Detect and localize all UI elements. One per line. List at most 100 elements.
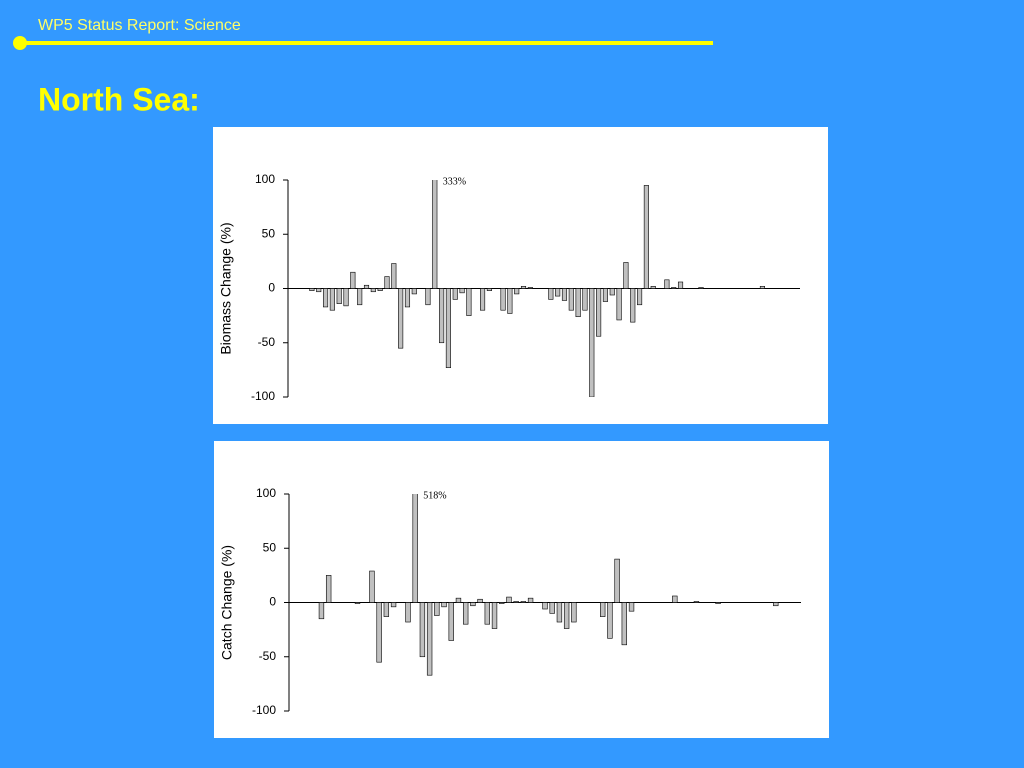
y-tick-label: 50 [263, 540, 277, 554]
bar [462, 602, 469, 625]
bar [609, 288, 615, 296]
bar [556, 602, 563, 623]
bar [350, 271, 356, 289]
slide-title: WP5 Status Report: Science [38, 17, 241, 34]
bar [491, 602, 498, 629]
bar [561, 288, 568, 301]
bar [499, 602, 505, 604]
bar [773, 602, 779, 607]
bar [698, 287, 704, 289]
bar [412, 494, 418, 603]
bar [369, 570, 375, 603]
chart-panel [214, 441, 829, 738]
bar [370, 288, 376, 293]
y-tick-label: 100 [255, 172, 275, 186]
bar [452, 288, 458, 300]
bar [434, 602, 440, 616]
bar [391, 263, 397, 289]
bar [466, 288, 472, 316]
y-tick-label: 0 [269, 595, 276, 609]
bar [513, 601, 519, 603]
bar [506, 596, 512, 603]
bar [623, 262, 629, 289]
bar [322, 288, 329, 308]
y-axis-label: Catch Change (%) [219, 545, 235, 660]
bars [318, 494, 779, 676]
bar [664, 279, 670, 289]
bar [549, 602, 555, 614]
heading: North Sea: [38, 81, 200, 117]
bar [671, 287, 677, 289]
bar [542, 602, 548, 610]
bar [405, 602, 411, 623]
bar [486, 288, 492, 291]
y-tick-label: -100 [252, 703, 276, 717]
y-tick-label: 100 [256, 486, 276, 500]
bar [470, 602, 476, 607]
bars [309, 180, 766, 397]
bar [477, 598, 483, 603]
bar [354, 602, 361, 604]
bar [548, 288, 554, 300]
bar [637, 288, 643, 306]
y-tick-label: 50 [262, 226, 276, 240]
y-axis-label: Biomass Change (%) [218, 222, 234, 354]
bar [582, 288, 588, 311]
bar [677, 281, 684, 289]
y-tick-label: -100 [251, 389, 275, 403]
rule-dot [13, 36, 27, 50]
bar [419, 602, 426, 658]
bar [445, 288, 451, 369]
bar [325, 575, 332, 603]
bar [459, 288, 465, 294]
bar [514, 288, 520, 295]
chart-panel [213, 127, 828, 424]
bar [520, 286, 527, 289]
bar [643, 185, 649, 289]
bar [527, 597, 534, 603]
bar [441, 602, 447, 608]
bar [398, 288, 404, 349]
bar [715, 602, 721, 604]
bar [329, 288, 335, 311]
value-label: 333% [443, 176, 466, 187]
bar [600, 602, 606, 617]
bar [650, 286, 656, 289]
bar [425, 288, 431, 306]
bar [628, 602, 635, 612]
bar [318, 602, 325, 620]
bar [575, 288, 581, 318]
bar [316, 288, 322, 293]
bar [596, 288, 602, 337]
bar [555, 288, 561, 297]
bar [563, 602, 570, 629]
bar [411, 288, 417, 295]
bar [377, 288, 383, 291]
value-label: 518% [423, 490, 446, 501]
bar [336, 288, 342, 304]
bar [527, 287, 533, 289]
bar [426, 602, 433, 676]
y-tick-label: 0 [268, 281, 275, 295]
bar [621, 602, 628, 646]
bar [432, 180, 438, 289]
bar [507, 288, 513, 314]
bar [607, 602, 613, 639]
bar [500, 288, 506, 311]
bar [390, 602, 397, 608]
bar [630, 288, 636, 323]
bar [455, 597, 462, 603]
y-tick-label: -50 [259, 649, 277, 663]
bar [363, 284, 370, 289]
bar [672, 595, 678, 603]
bar [484, 602, 490, 625]
bar [693, 601, 700, 603]
bar [616, 288, 622, 321]
bar [384, 276, 390, 289]
bar [376, 602, 382, 663]
bar [759, 286, 766, 289]
bar [448, 602, 454, 641]
bar [520, 601, 527, 603]
